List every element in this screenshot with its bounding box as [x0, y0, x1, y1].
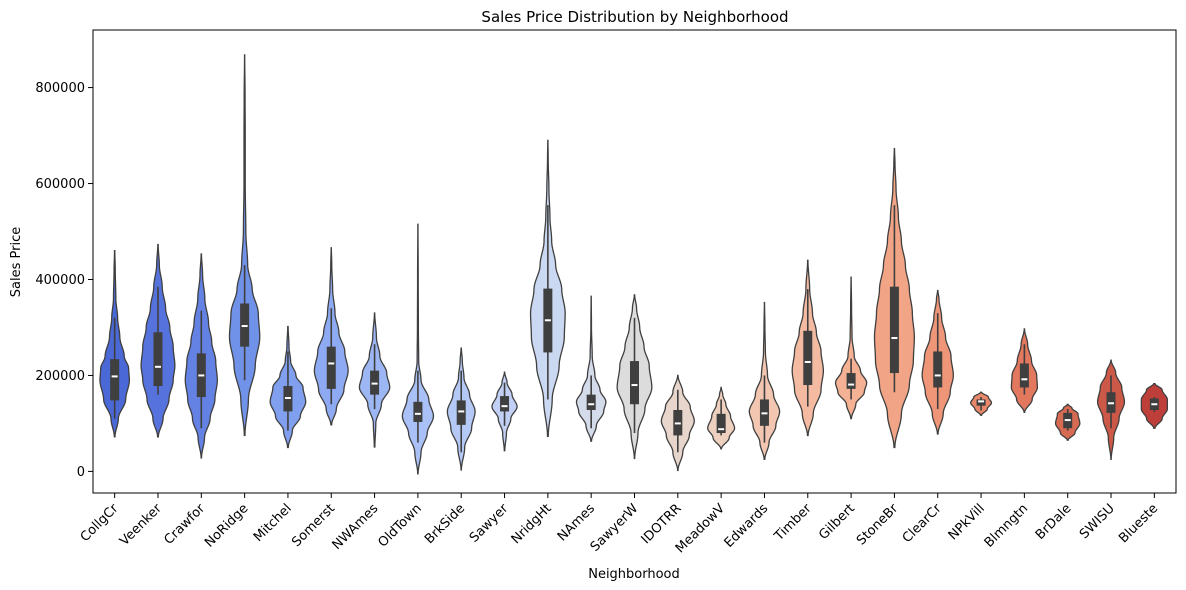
- violin-NoRidge: [228, 54, 261, 437]
- x-tick-label: Mitchel: [251, 501, 295, 545]
- violin-Gilbert: [834, 276, 868, 420]
- x-tick-label: Gilbert: [816, 501, 858, 543]
- x-tick-label: CollgCr: [78, 501, 122, 545]
- x-tick-label: StoneBr: [854, 501, 902, 549]
- x-tick-label: SWISU: [1077, 501, 1118, 542]
- x-tick-label: NWAmes: [330, 501, 382, 553]
- iqr-box-StoneBr: [889, 286, 899, 374]
- iqr-box-Blmngtn: [1019, 363, 1029, 388]
- y-axis-title: Sales Price: [9, 227, 24, 297]
- iqr-box-OldTown: [413, 401, 423, 422]
- x-tick-label: NAmes: [555, 501, 598, 544]
- x-tick-label: OldTown: [375, 501, 424, 550]
- y-tick-label: 800000: [35, 81, 85, 96]
- x-axis-title: Neighborhood: [588, 567, 680, 582]
- x-tick-label: Timber: [771, 501, 815, 545]
- x-tick-label: ClearCr: [900, 501, 945, 546]
- x-tick-label: Blmngtn: [982, 501, 1032, 551]
- iqr-box-NAmes: [586, 394, 596, 410]
- x-tick-label: BrkSide: [422, 501, 468, 547]
- x-tick-label: Veenker: [117, 501, 165, 549]
- y-tick-label: 200000: [35, 369, 85, 384]
- chart-title: Sales Price Distribution by Neighborhood: [481, 8, 788, 26]
- y-axis: 0 200000 400000 600000 800000: [35, 81, 93, 480]
- iqr-box-MeadowV: [716, 413, 726, 434]
- iqr-box-Sawyer: [500, 396, 510, 412]
- x-tick-label: Edwards: [722, 501, 772, 551]
- iqr-box-BrkSide: [456, 400, 466, 425]
- x-tick-label: NPkVill: [946, 501, 988, 543]
- iqr-box-Veenker: [153, 332, 163, 387]
- iqr-box-CollgCr: [110, 359, 120, 401]
- x-tick-label: NoRidge: [202, 501, 251, 550]
- x-tick-label: BrDale: [1033, 501, 1075, 543]
- iqr-box-Somerst: [326, 346, 336, 389]
- y-tick-label: 600000: [35, 177, 85, 192]
- boxes-layer: [110, 205, 1159, 453]
- iqr-box-ClearCr: [933, 351, 943, 388]
- x-tick-label: NridgHt: [509, 501, 555, 547]
- iqr-box-NPkVill: [976, 399, 986, 406]
- violins-layer: [99, 54, 1168, 475]
- iqr-box-SawyerW: [630, 361, 639, 405]
- violin-OldTown: [401, 223, 435, 475]
- iqr-box-Timber: [803, 330, 813, 386]
- x-tick-label: SawyerW: [588, 501, 642, 555]
- y-tick-label: 0: [77, 465, 85, 480]
- x-tick-label: Blueste: [1116, 501, 1161, 546]
- y-tick-label: 400000: [35, 273, 85, 288]
- x-tick-label: Sawyer: [467, 501, 512, 546]
- iqr-box-Gilbert: [846, 373, 856, 389]
- violin-NAmes: [575, 295, 607, 442]
